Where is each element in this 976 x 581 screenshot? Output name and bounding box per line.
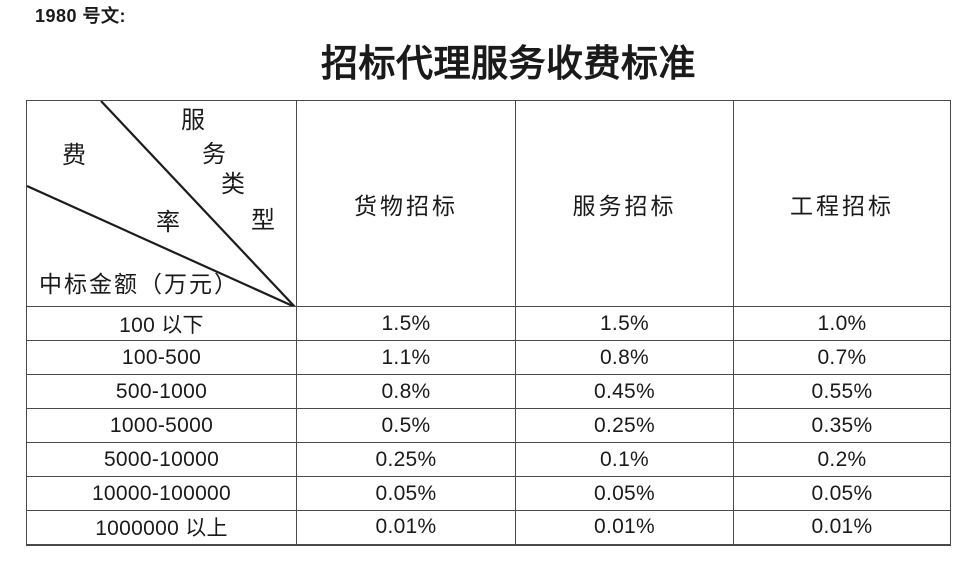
rate-value-cell: 1.5% (515, 306, 734, 341)
amount-range-cell: 500-1000 (26, 374, 297, 409)
table-row: 500-1000 0.8% 0.45% 0.55% (26, 374, 951, 409)
amount-range-cell: 1000000 以上 (26, 510, 297, 545)
rate-value-cell: 0.01% (733, 510, 951, 545)
rate-value-cell: 0.8% (296, 374, 516, 409)
diagonal-split-lines-icon (27, 101, 296, 306)
table-row: 1000-5000 0.5% 0.25% 0.35% (26, 408, 951, 443)
amount-range-cell: 1000-5000 (26, 408, 297, 443)
rate-value-cell: 0.55% (733, 374, 951, 409)
corner-type-label-char: 服 (181, 108, 205, 134)
amount-range-cell: 10000-100000 (26, 476, 297, 511)
amount-range-cell: 100 以下 (26, 306, 297, 341)
rate-value-cell: 0.05% (733, 476, 951, 511)
rate-value-cell: 0.7% (733, 340, 951, 375)
header-row: 服 务 类 型 费 率 中标金额（万元） 货物招标 服务招标 工程招标 (26, 100, 951, 307)
rate-value-cell: 1.5% (296, 306, 516, 341)
column-header-services: 服务招标 (515, 100, 734, 307)
rate-value-cell: 1.0% (733, 306, 951, 341)
corner-type-label-char: 务 (202, 142, 226, 168)
table-row: 1000000 以上 0.01% 0.01% 0.01% (26, 510, 951, 545)
doc-number-label: 1980 号文: (35, 6, 127, 26)
rate-value-cell: 0.05% (515, 476, 734, 511)
rate-value-cell: 0.35% (733, 408, 951, 443)
column-header-engineering: 工程招标 (733, 100, 951, 307)
rate-value-cell: 0.25% (296, 442, 516, 477)
table-row: 100 以下 1.5% 1.5% 1.0% (26, 306, 951, 341)
rate-value-cell: 0.45% (515, 374, 734, 409)
amount-range-cell: 100-500 (26, 340, 297, 375)
table-row: 10000-100000 0.05% 0.05% 0.05% (26, 476, 951, 511)
table-row: 100-500 1.1% 0.8% 0.7% (26, 340, 951, 375)
rate-value-cell: 0.8% (515, 340, 734, 375)
page-title: 招标代理服务收费标准 (321, 44, 696, 85)
rate-value-cell: 0.01% (296, 510, 516, 545)
table-body: 100 以下 1.5% 1.5% 1.0% 100-500 1.1% 0.8% 0.7% 500… (26, 306, 951, 545)
rate-value-cell: 0.1% (515, 442, 734, 477)
column-header-goods: 货物招标 (296, 100, 516, 307)
row-axis-label: 中标金额（万元） (39, 272, 239, 297)
corner-fee-label-char: 费 (62, 143, 86, 169)
corner-fee-label-char: 率 (156, 210, 180, 236)
corner-type-label-char: 类 (221, 172, 245, 198)
rate-value-cell: 0.25% (515, 408, 734, 443)
corner-header-cell: 服 务 类 型 费 率 中标金额（万元） (26, 100, 297, 307)
amount-range-cell: 5000-10000 (26, 442, 297, 477)
rate-value-cell: 0.5% (296, 408, 516, 443)
rate-value-cell: 1.1% (296, 340, 516, 375)
rate-value-cell: 0.05% (296, 476, 516, 511)
rate-value-cell: 0.01% (515, 510, 734, 545)
table-row: 5000-10000 0.25% 0.1% 0.2% (26, 442, 951, 477)
corner-type-label-char: 型 (251, 208, 275, 234)
fee-table: 服 务 类 型 费 率 中标金额（万元） 货物招标 服务招标 工程招标 100 … (26, 100, 951, 546)
rate-value-cell: 0.2% (733, 442, 951, 477)
